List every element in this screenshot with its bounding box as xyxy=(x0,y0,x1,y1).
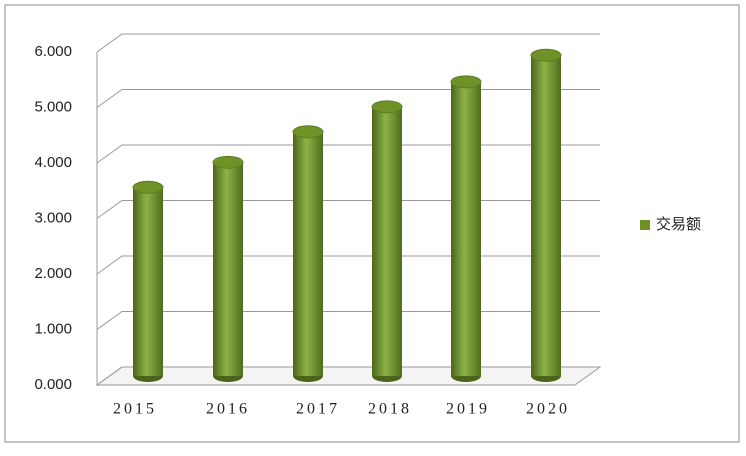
y-tick-label: 2.000 xyxy=(34,265,72,282)
cylinder-top xyxy=(530,48,562,62)
cylinder-top xyxy=(292,125,324,139)
y-tick-label: 3.000 xyxy=(34,209,72,226)
x-tick-label: 2019 xyxy=(446,401,490,418)
cylinder-top xyxy=(371,100,403,114)
grid-line xyxy=(96,255,600,275)
y-tick-label: 1.000 xyxy=(34,320,72,337)
legend-swatch xyxy=(640,220,650,230)
cylinder-top xyxy=(132,180,164,194)
bar xyxy=(372,106,402,376)
y-tick-label: 5.000 xyxy=(34,98,72,115)
bar xyxy=(451,81,481,376)
grid-line xyxy=(96,33,600,53)
grid-line xyxy=(96,200,600,219)
cylinder-top xyxy=(450,75,482,89)
grid-line xyxy=(96,311,600,330)
cylinder-top xyxy=(212,155,244,169)
y-tick-label: 0.000 xyxy=(34,376,72,393)
x-tick-label: 2015 xyxy=(113,401,157,418)
x-tick-label: 2018 xyxy=(368,401,412,418)
bar xyxy=(293,131,323,376)
grid-line xyxy=(96,144,600,164)
x-tick-label: 2017 xyxy=(296,401,340,418)
grid-line xyxy=(96,366,600,386)
legend-label: 交易额 xyxy=(656,215,701,233)
y-tick-label: 6.000 xyxy=(34,43,72,60)
x-tick-label: 2020 xyxy=(526,401,570,418)
bar xyxy=(213,162,243,376)
x-tick-label: 2016 xyxy=(206,401,250,418)
y-tick-label: 4.000 xyxy=(34,154,72,171)
bar xyxy=(133,187,163,376)
floor xyxy=(95,366,602,386)
grid-line xyxy=(96,89,600,108)
bar xyxy=(531,55,561,377)
